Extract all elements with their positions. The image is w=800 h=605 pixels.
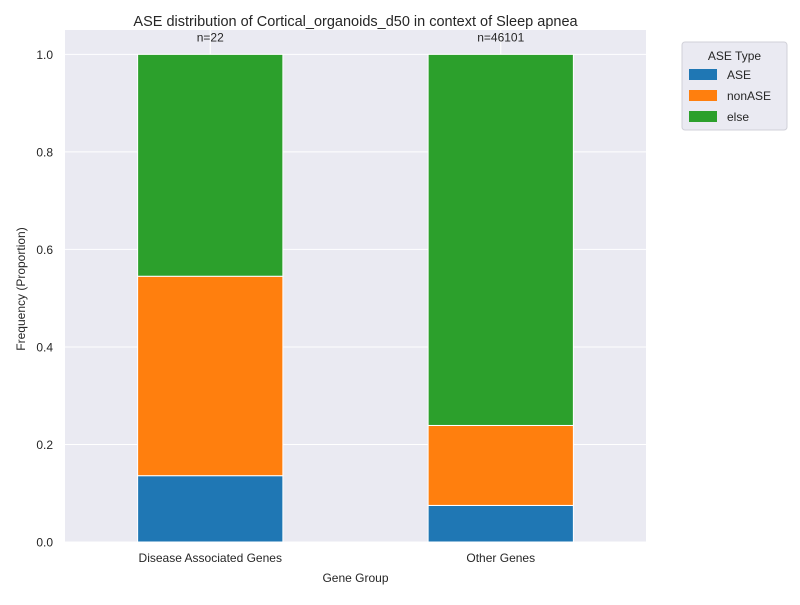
bar-segment-ase xyxy=(137,475,284,543)
bar-segment-else xyxy=(427,53,574,426)
bar-segment-nonase xyxy=(427,424,574,506)
chart-title: ASE distribution of Cortical_organoids_d… xyxy=(133,14,578,30)
legend: ASE Type ASE nonASE else xyxy=(681,41,788,131)
bar-segment-ase xyxy=(427,504,574,543)
legend-label: nonASE xyxy=(727,89,771,103)
y-tick-label: 1.0 xyxy=(36,48,53,62)
bar-count-label: n=46101 xyxy=(477,30,524,44)
legend-title: ASE Type xyxy=(708,49,761,63)
legend-swatch-nonase xyxy=(689,90,717,101)
legend-items: ASE nonASE else xyxy=(689,68,771,124)
y-tick-label: 0.0 xyxy=(36,536,53,550)
bar-count-label: n=22 xyxy=(197,30,224,44)
y-axis-label: Frequency (Proportion) xyxy=(14,227,28,350)
bar-segment-nonase xyxy=(137,275,284,477)
y-tick-label: 0.8 xyxy=(36,145,53,159)
legend-label: ASE xyxy=(727,68,751,82)
x-axis-label: Gene Group xyxy=(322,571,388,585)
x-axis-ticks: Disease Associated Genes Other Genes xyxy=(139,551,536,565)
bar-annotations: n=22 n=46101 xyxy=(197,30,525,44)
legend-box xyxy=(681,41,788,131)
x-tick-label: Other Genes xyxy=(466,551,535,565)
y-tick-label: 0.6 xyxy=(36,243,53,257)
y-axis-ticks: 0.0 0.2 0.4 0.6 0.8 1.0 xyxy=(36,48,53,550)
y-tick-label: 0.4 xyxy=(36,340,53,354)
bar-segment-else xyxy=(137,53,284,277)
bars xyxy=(137,53,574,543)
legend-label: else xyxy=(727,110,749,124)
legend-swatch-ase xyxy=(689,69,717,80)
x-tick-label: Disease Associated Genes xyxy=(139,551,282,565)
y-tick-label: 0.2 xyxy=(36,438,53,452)
legend-swatch-else xyxy=(689,111,717,122)
